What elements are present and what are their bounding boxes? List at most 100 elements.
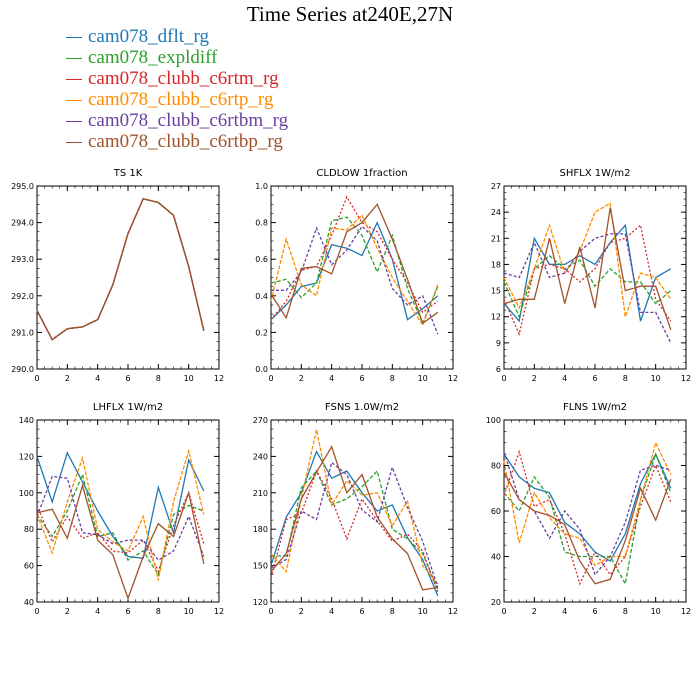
y-tick-label: 20 (491, 598, 501, 607)
x-tick-label: 2 (299, 607, 304, 616)
panel-title: TS 1K (113, 168, 143, 179)
panel-title: FSNS 1.0W/m2 (325, 402, 399, 413)
x-tick-label: 10 (418, 607, 428, 616)
legend-label: cam078_dflt_rg (88, 26, 210, 47)
series-line (503, 223, 672, 323)
chart-panel: CLDLOW 1fraction 0 2 4 6 8 10 12 0.0 0.2 0.4 0.6 0.8… (255, 168, 458, 383)
x-tick-label: 0 (268, 607, 273, 616)
y-tick-label: 60 (24, 562, 34, 571)
y-tick-label: 27 (491, 182, 501, 191)
x-tick-label: 8 (623, 607, 628, 616)
x-tick-label: 2 (532, 607, 537, 616)
y-tick-label: 1.0 (255, 182, 268, 191)
y-tick-label: 9 (496, 339, 501, 348)
series-line (503, 471, 672, 585)
y-tick-label: 150 (253, 562, 268, 571)
x-tick-label: 4 (329, 374, 334, 383)
y-tick-label: 294.0 (11, 219, 34, 228)
series-line (503, 207, 672, 331)
x-tick-label: 10 (184, 607, 194, 616)
series-line (503, 451, 671, 577)
legend-entry: cam078_clubb_c6rtp_rg (66, 89, 288, 110)
x-tick-label: 4 (95, 607, 100, 616)
y-tick-label: 120 (19, 452, 34, 461)
series-line (271, 469, 439, 591)
x-tick-label: 2 (65, 374, 70, 383)
legend-entry: cam078_clubb_c6rtbp_rg (66, 131, 288, 152)
series-line (36, 475, 205, 561)
chart-panel: TS 1K 0 2 4 6 8 10 12 290.0 291.0 292.0 293.0 294.0 2… (11, 168, 224, 383)
series-line (270, 214, 439, 327)
y-tick-label: 24 (491, 208, 501, 217)
legend-label: cam078_expldiff (88, 47, 218, 68)
legend-label: cam078_clubb_c6rtbm_rg (88, 110, 289, 131)
series-line (36, 198, 205, 341)
series-line (503, 202, 672, 317)
x-tick-label: 6 (359, 374, 364, 383)
x-tick-label: 8 (390, 374, 395, 383)
legend-line-icon (66, 142, 82, 144)
legend-entry: cam078_clubb_c6rtbm_rg (66, 110, 288, 131)
x-tick-label: 2 (65, 607, 70, 616)
series-line (36, 198, 205, 341)
y-tick-label: 120 (253, 598, 268, 607)
y-tick-label: 100 (19, 489, 34, 498)
panel-title: SHFLX 1W/m2 (560, 168, 631, 179)
figure-title: Time Series at240E,27N (246, 2, 454, 26)
y-tick-label: 6 (496, 365, 501, 374)
panel-title: LHFLX 1W/m2 (93, 402, 163, 413)
chart-panel: LHFLX 1W/m2 0 2 4 6 8 10 12 40 60 80 100 120 140 (19, 402, 224, 616)
y-tick-label: 0.6 (255, 255, 268, 264)
y-tick-label: 0.0 (255, 365, 268, 374)
series-line (270, 461, 439, 588)
chart-panel: FLNS 1W/m2 0 2 4 6 8 10 12 20 40 60 80 100 (486, 402, 691, 616)
y-tick-label: 60 (491, 507, 501, 516)
y-tick-label: 15 (491, 287, 501, 296)
series-line (270, 220, 439, 321)
legend-line-icon (66, 37, 82, 39)
x-tick-label: 4 (329, 607, 334, 616)
y-tick-label: 100 (486, 416, 501, 425)
x-tick-label: 6 (359, 607, 364, 616)
series-line (503, 440, 672, 567)
x-tick-label: 8 (623, 374, 628, 383)
legend-label: cam078_clubb_c6rtbp_rg (88, 131, 283, 152)
series-line (36, 490, 205, 573)
series-line (36, 198, 205, 341)
x-tick-label: 4 (562, 374, 567, 383)
series-line (36, 472, 205, 577)
y-tick-label: 293.0 (11, 255, 34, 264)
x-tick-label: 10 (418, 374, 428, 383)
legend-line-icon (66, 79, 82, 81)
y-tick-label: 21 (491, 234, 501, 243)
series-line (503, 449, 672, 586)
y-tick-label: 295.0 (11, 182, 34, 191)
y-tick-label: 0.2 (255, 328, 268, 337)
y-tick-label: 270 (253, 416, 268, 425)
x-tick-label: 2 (532, 374, 537, 383)
series-line (270, 216, 439, 325)
x-tick-label: 8 (156, 374, 161, 383)
y-tick-label: 12 (491, 313, 501, 322)
legend-label: cam078_clubb_c6rtm_rg (88, 68, 279, 89)
x-tick-label: 12 (448, 607, 458, 616)
x-tick-label: 6 (125, 607, 130, 616)
x-tick-label: 8 (156, 607, 161, 616)
y-tick-label: 40 (24, 598, 34, 607)
x-tick-label: 0 (268, 374, 273, 383)
legend-entry: cam078_clubb_c6rtm_rg (66, 68, 288, 89)
y-tick-label: 0.4 (255, 292, 268, 301)
x-tick-label: 0 (34, 607, 39, 616)
x-tick-label: 10 (184, 374, 194, 383)
x-tick-label: 2 (299, 374, 304, 383)
y-tick-label: 40 (491, 553, 501, 562)
y-tick-label: 80 (491, 462, 501, 471)
series-line (36, 198, 205, 341)
legend-entry: cam078_expldiff (66, 47, 288, 68)
x-tick-label: 10 (651, 607, 661, 616)
y-tick-label: 180 (253, 525, 268, 534)
panel-title: FLNS 1W/m2 (563, 402, 627, 413)
series-line (271, 225, 439, 335)
